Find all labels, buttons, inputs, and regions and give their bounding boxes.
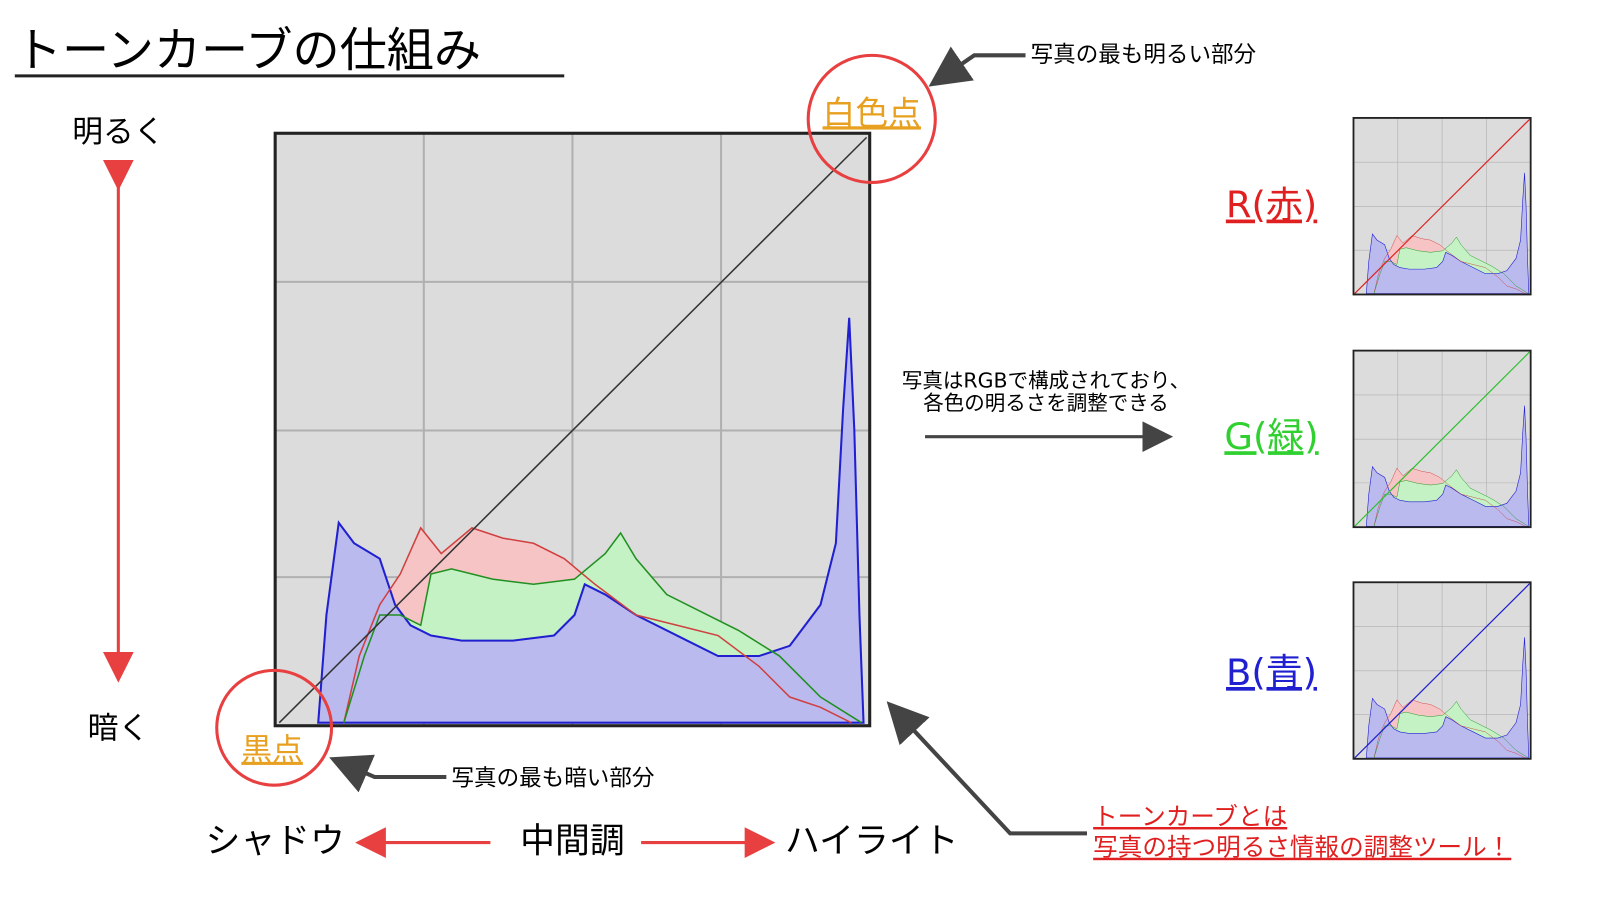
blue-curve [1352, 581, 1532, 760]
red-label: R(赤) [1226, 184, 1317, 227]
midtone-label: 中間調 [520, 822, 625, 862]
blue-label: B(青) [1226, 651, 1317, 694]
highlight-label: ハイライト [785, 822, 959, 862]
black-arrow [329, 754, 447, 793]
green-label: G(緑) [1224, 415, 1318, 458]
red-curve [1352, 117, 1532, 296]
definition-2: 写真の持つ明るさ情報の調整ツール！ [1093, 833, 1511, 862]
rgb-note-1: 写真はRGBで構成されており、 [902, 368, 1190, 392]
green-curve [1352, 349, 1532, 529]
rgb-note-2: 各色の明るさを調整できる [923, 391, 1169, 415]
dark-label: 暗く [88, 710, 150, 746]
shadow-label: シャドウ [205, 822, 344, 862]
white-point-label: 白色点 [823, 94, 921, 132]
title: トーンカーブの仕組み [15, 23, 481, 78]
main-curve [273, 131, 872, 728]
white-arrow [928, 46, 1026, 87]
white-note: 写真の最も明るい部分 [1031, 42, 1257, 68]
black-point-label: 黒点 [241, 732, 303, 768]
white-point-circle [806, 53, 937, 184]
definition-arrow [886, 701, 1088, 836]
black-note: 写真の最も暗い部分 [451, 766, 654, 792]
definition-1: トーンカーブとは [1093, 802, 1287, 831]
bright-label: 明るく [72, 114, 164, 150]
black-point-circle [215, 668, 334, 787]
